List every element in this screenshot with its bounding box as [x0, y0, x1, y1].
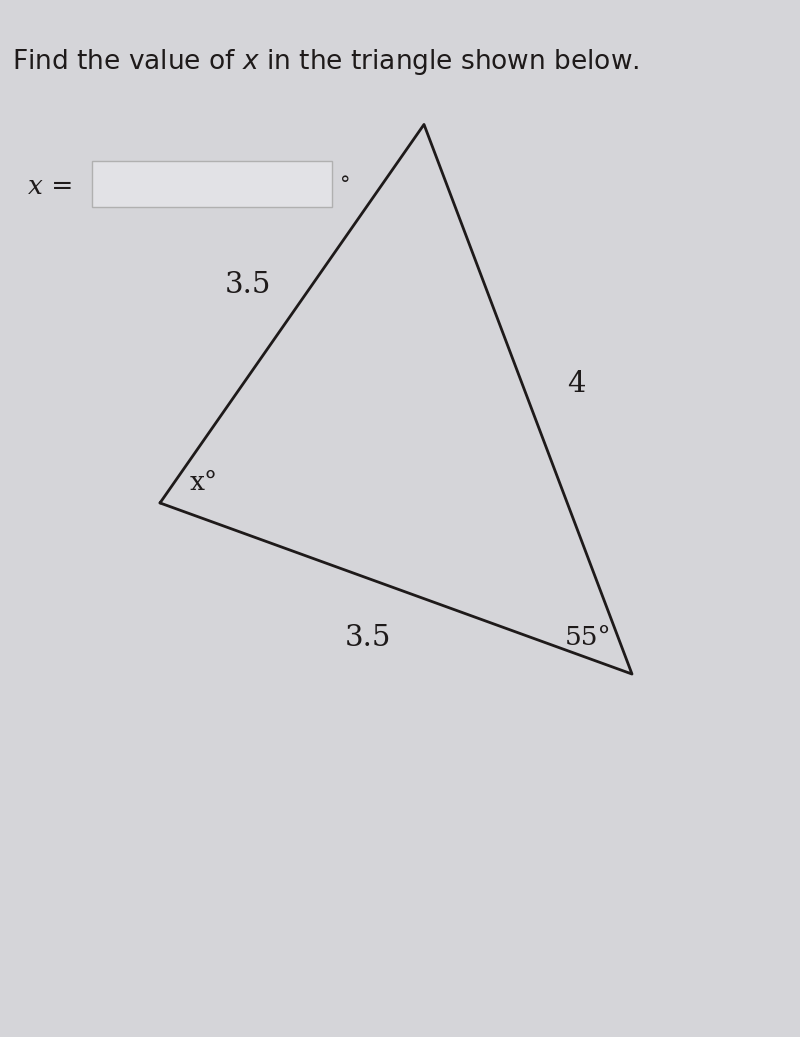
- Text: Find the value of $x$ in the triangle shown below.: Find the value of $x$ in the triangle sh…: [12, 47, 639, 77]
- Text: x°: x°: [190, 470, 218, 495]
- Text: 55°: 55°: [565, 625, 611, 650]
- Text: 3.5: 3.5: [345, 623, 391, 652]
- Text: 3.5: 3.5: [225, 271, 271, 300]
- Text: 4: 4: [566, 369, 586, 398]
- Text: x =: x =: [28, 174, 74, 199]
- FancyBboxPatch shape: [92, 161, 332, 207]
- Text: °: °: [340, 174, 350, 195]
